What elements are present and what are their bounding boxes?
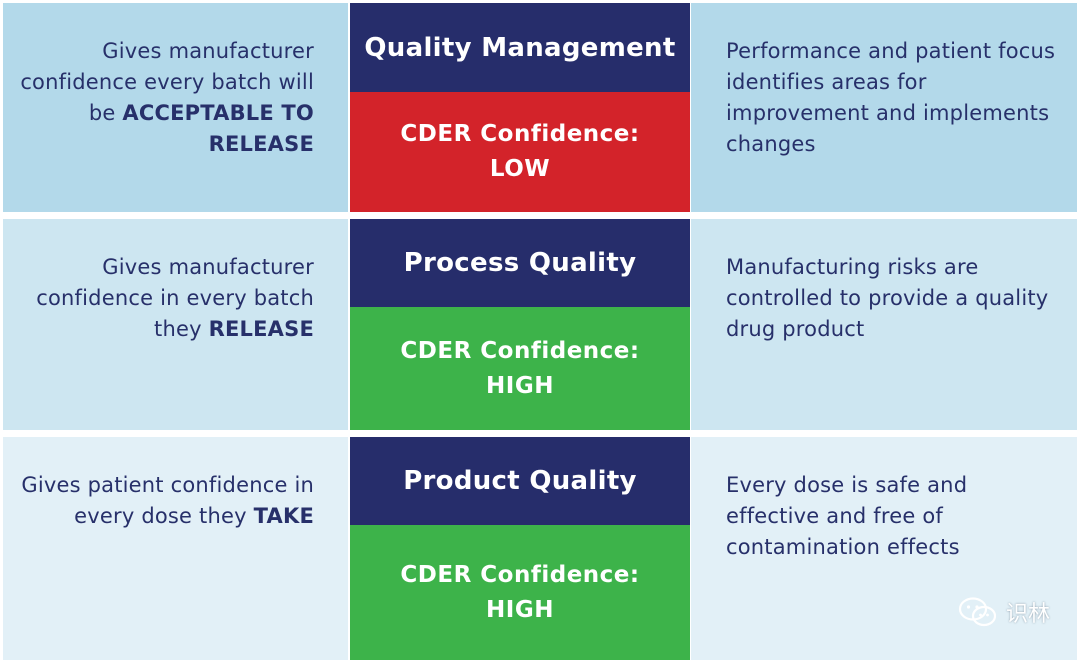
left-text: Gives patient confidence in every dose t… (21, 473, 314, 528)
tier-title-text: Process Quality (403, 248, 637, 278)
left-emphasis: ACCEPTABLE TO RELEASE (122, 101, 314, 156)
confidence-box-high: CDER Confidence: HIGH (350, 307, 690, 430)
tier-title-text: Product Quality (403, 466, 637, 496)
left-description: Gives patient confidence in every dose t… (3, 437, 348, 660)
right-description: Every dose is safe and effective and fre… (691, 437, 1077, 660)
right-text: Every dose is safe and effective and fre… (726, 473, 968, 559)
tier-quality-management: Gives manufacturer confidence every batc… (0, 3, 1080, 212)
confidence-box-low: CDER Confidence: LOW (350, 92, 690, 212)
left-emphasis: RELEASE (208, 317, 314, 341)
left-description: Gives manufacturer confidence every batc… (3, 3, 348, 212)
tier-process-quality: Gives manufacturer confidence in every b… (0, 219, 1080, 430)
confidence-label: CDER Confidence: (400, 561, 640, 588)
confidence-value: LOW (489, 156, 551, 182)
right-description: Manufacturing risks are controlled to pr… (691, 219, 1077, 430)
center-column: Product Quality CDER Confidence: HIGH (350, 437, 690, 660)
tier-title: Quality Management (350, 3, 690, 92)
confidence-label: CDER Confidence: (400, 121, 640, 147)
tier-title-text: Quality Management (364, 32, 676, 63)
watermark-text: 识林 (1005, 602, 1050, 627)
confidence-value: HIGH (486, 596, 554, 623)
right-text: Manufacturing risks are controlled to pr… (726, 255, 1049, 341)
left-text: Gives manufacturer confidence in every b… (36, 255, 314, 341)
tier-title: Process Quality (350, 219, 690, 307)
tier-product-quality: Gives patient confidence in every dose t… (0, 437, 1080, 660)
left-description: Gives manufacturer confidence in every b… (3, 219, 348, 430)
center-column: Process Quality CDER Confidence: HIGH (350, 219, 690, 430)
confidence-label: CDER Confidence: (400, 337, 640, 364)
confidence-box-high: CDER Confidence: HIGH (350, 525, 690, 660)
left-text: Gives manufacturer confidence every batc… (20, 39, 314, 125)
center-column: Quality Management CDER Confidence: LOW (350, 3, 690, 212)
watermark: 识林 (958, 596, 1050, 628)
confidence-value: HIGH (486, 372, 554, 399)
right-description: Performance and patient focus identifies… (691, 3, 1077, 212)
left-emphasis: TAKE (253, 504, 314, 528)
wechat-icon (958, 597, 997, 627)
right-text: Performance and patient focus identifies… (726, 39, 1056, 156)
tier-title: Product Quality (350, 437, 690, 525)
